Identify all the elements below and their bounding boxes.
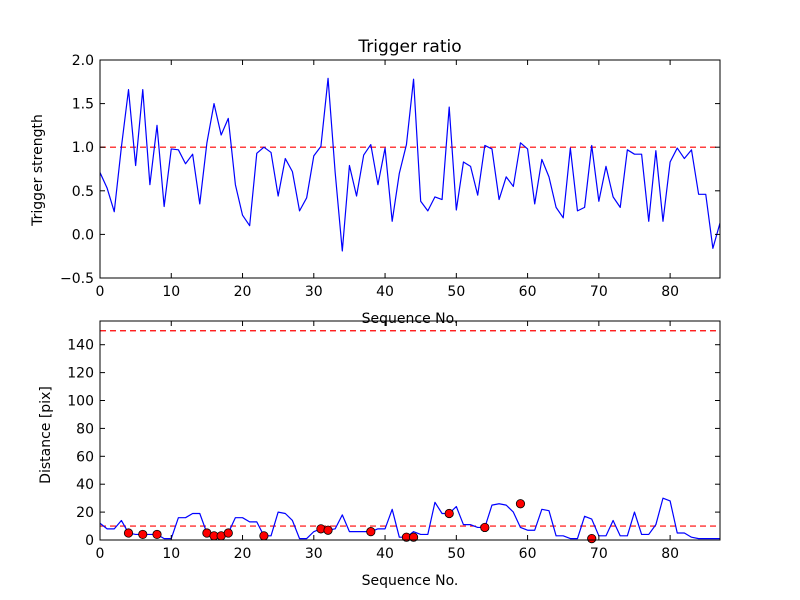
plot-frame (99, 59, 721, 279)
x-tick-label: 30 (305, 284, 323, 300)
plot-frame (99, 320, 721, 541)
x-tick-label: 10 (162, 546, 180, 562)
y-tick-label: 1.0 (72, 140, 94, 156)
data-point-marker (323, 525, 333, 535)
y-tick-label: 2.0 (72, 53, 94, 69)
x-tick-label: 60 (519, 546, 537, 562)
x-tick-label: 10 (162, 284, 180, 300)
data-point-marker (408, 532, 419, 542)
x-tick-label: 70 (590, 546, 608, 562)
x-tick-label: 0 (96, 546, 105, 562)
trigger-ratio-plot-area: 0 10 20 30 40 50 60 70 80 −0.5 0.0 0.5 1.0 1.5 2.0 (60, 53, 721, 300)
x-tick-label: 60 (519, 284, 537, 300)
y-tick-label: 1.5 (72, 97, 94, 113)
y-axis-label: Trigger strength (30, 114, 46, 227)
y-tick-label: −0.5 (60, 271, 94, 287)
distance-panel: Distance [pix] Sequence No. 0 10 20 30 40 50 6… (38, 320, 721, 589)
y-tick-label: 100 (67, 394, 94, 410)
y-tick-label: 0 (85, 533, 94, 549)
x-tick-label: 40 (376, 284, 394, 300)
x-tick-label: 40 (376, 546, 394, 562)
data-point-marker (480, 522, 490, 533)
data-point-marker (515, 499, 526, 509)
x-tick-label: 80 (661, 284, 679, 300)
series-line (100, 77, 720, 252)
data-point-marker (223, 528, 233, 538)
y-tick-label: 80 (76, 421, 94, 437)
data-point-marker (123, 528, 134, 538)
data-point-marker (366, 527, 376, 537)
x-tick-label: 30 (305, 546, 323, 562)
y-tick-label: 0.5 (72, 184, 94, 200)
y-tick-label: 40 (76, 477, 94, 493)
data-point-marker (138, 529, 148, 540)
x-tick-label: 70 (590, 284, 608, 300)
trigger-ratio-panel: Trigger ratio Trigger strength Sequence … (30, 37, 721, 327)
y-tick-label: 20 (76, 505, 94, 521)
y-tick-label: 140 (67, 338, 94, 354)
y-tick-label: 60 (76, 449, 94, 465)
x-tick-label: 50 (447, 546, 465, 562)
x-tick-label: 20 (234, 284, 252, 300)
y-axis-label: Distance [pix] (38, 386, 54, 484)
data-point-marker (587, 534, 597, 544)
y-tick-label: 0.0 (72, 227, 94, 243)
x-tick-label: 20 (234, 546, 252, 562)
x-axis-label: Sequence No. (362, 311, 459, 327)
x-tick-label: 80 (661, 546, 679, 562)
x-tick-label: 50 (447, 284, 465, 300)
data-point-marker (259, 531, 269, 541)
x-tick-label: 0 (96, 284, 105, 300)
x-axis-label: Sequence No. (362, 573, 459, 589)
chart-title: Trigger ratio (357, 37, 461, 57)
data-point-marker (152, 529, 162, 540)
distance-plot-area: 0 10 20 30 40 50 60 70 80 0 20 40 60 80 100 120 140 (67, 320, 721, 562)
data-point-marker (444, 508, 454, 519)
plot-content (100, 77, 720, 252)
y-tick-label: 120 (67, 366, 94, 382)
